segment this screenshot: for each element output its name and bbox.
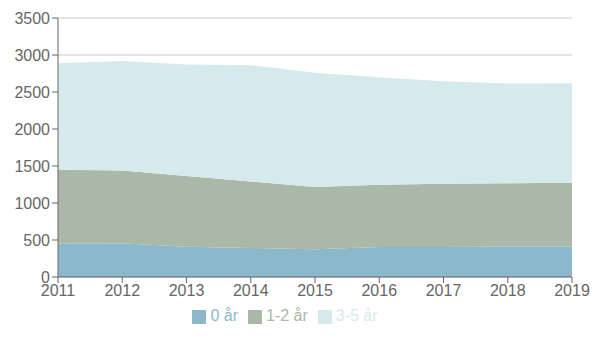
svg-text:500: 500 bbox=[23, 232, 50, 249]
svg-text:0: 0 bbox=[41, 269, 50, 286]
svg-text:2014: 2014 bbox=[233, 282, 269, 299]
svg-text:2011: 2011 bbox=[40, 282, 76, 300]
svg-text:2000: 2000 bbox=[14, 121, 50, 138]
svg-text:2013: 2013 bbox=[169, 282, 205, 299]
svg-text:3500: 3500 bbox=[14, 10, 50, 27]
svg-text:1500: 1500 bbox=[14, 158, 50, 175]
svg-text:1000: 1000 bbox=[14, 195, 50, 212]
svg-text:2015: 2015 bbox=[297, 282, 333, 299]
html-text:0 år: 0 år bbox=[210, 307, 238, 324]
svg-text:3000: 3000 bbox=[14, 47, 50, 64]
html-text:1-2 år: 1-2 år bbox=[266, 307, 308, 324]
html-text:3-5 år: 3-5 år bbox=[335, 307, 378, 324]
svg-text:2500: 2500 bbox=[14, 84, 50, 101]
svg-text:2019: 2019 bbox=[554, 282, 590, 299]
svg-text:2018: 2018 bbox=[490, 282, 526, 299]
svg-text:2012: 2012 bbox=[104, 282, 140, 299]
svg-text:2017: 2017 bbox=[426, 282, 462, 299]
svg-text:2016: 2016 bbox=[361, 282, 397, 299]
